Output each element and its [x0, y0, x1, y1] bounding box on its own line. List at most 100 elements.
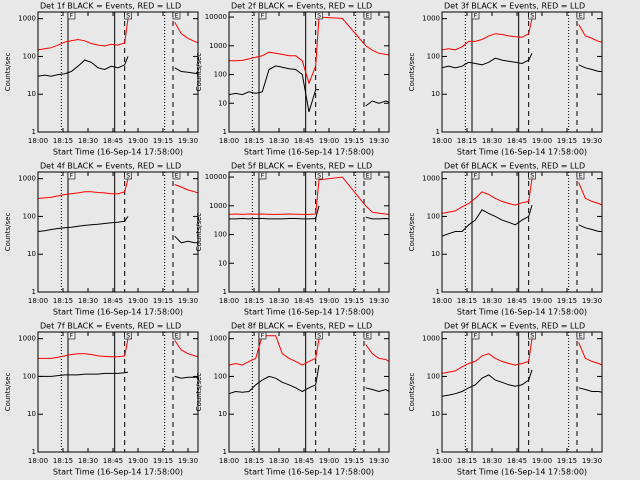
x-tick-label: 18:45 — [103, 297, 123, 305]
plot-frame — [441, 11, 603, 133]
y-tick-label: 1 — [223, 448, 227, 456]
plot-frame — [228, 11, 390, 133]
annotation: E — [175, 173, 179, 180]
annotation: E — [579, 13, 583, 20]
x-tick-label: 18:30 — [78, 457, 98, 465]
x-tick-label: 19:00 — [319, 297, 339, 305]
y-axis-label: Counts/sec — [408, 373, 416, 412]
panel: Det 2f BLACK = Events, RED = LLD Start Ti… — [195, 2, 390, 157]
data-line — [174, 375, 198, 379]
y-tick-label: 10000 — [205, 173, 227, 181]
y-tick-label: 1 — [436, 448, 440, 456]
plot-frame — [228, 171, 390, 293]
annotation: S — [317, 13, 321, 20]
y-tick-label: 1 — [32, 448, 36, 456]
x-tick-label: 18:15 — [53, 457, 73, 465]
y-tick-label: 1 — [436, 288, 440, 296]
annotation: S — [317, 173, 321, 180]
annotation: S — [530, 333, 534, 340]
x-axis-label: Start Time (16-Sep-14 17:58:00) — [53, 148, 183, 157]
plot-frame — [37, 331, 199, 453]
y-axis-label: Counts/sec — [408, 213, 416, 252]
annotation: E — [175, 333, 179, 340]
data-line — [38, 56, 129, 77]
y-tick-label: 1 — [32, 288, 36, 296]
x-tick-label: 19:15 — [557, 297, 577, 305]
x-tick-label: 19:00 — [532, 297, 552, 305]
data-line — [174, 67, 198, 75]
y-tick-label: 100 — [214, 372, 227, 380]
x-tick-label: 19:00 — [128, 297, 148, 305]
chart-title: Det 3f BLACK = Events, RED = LLD — [444, 2, 585, 11]
data-line — [38, 338, 129, 359]
x-tick-label: 19:15 — [557, 137, 577, 145]
x-tick-label: 18:45 — [507, 297, 527, 305]
data-line — [578, 64, 602, 72]
x-tick-label: 18:00 — [432, 137, 452, 145]
y-tick-label: 100 — [214, 231, 227, 239]
x-axis-label: Start Time (16-Sep-14 17:58:00) — [457, 308, 587, 317]
x-axis-label: Start Time (16-Sep-14 17:58:00) — [53, 308, 183, 317]
data-line — [578, 387, 602, 393]
chart-title: Det 6f BLACK = Events, RED = LLD — [444, 162, 585, 171]
x-tick-label: 18:00 — [28, 457, 48, 465]
y-tick-label: 100 — [427, 372, 440, 380]
x-tick-label: 19:30 — [178, 297, 198, 305]
data-line — [229, 335, 320, 366]
y-tick-label: 10 — [218, 99, 227, 107]
chart-title: Det 8f BLACK = Events, RED = LLD — [231, 322, 372, 331]
plot-frame — [441, 171, 603, 293]
x-tick-label: 18:00 — [28, 297, 48, 305]
x-tick-label: 18:15 — [244, 137, 264, 145]
data-line — [365, 344, 389, 362]
y-tick-label: 1000 — [422, 15, 440, 23]
y-tick-label: 10 — [431, 90, 440, 98]
x-tick-label: 19:30 — [369, 297, 389, 305]
annotation: F — [70, 333, 74, 340]
y-tick-label: 1000 — [209, 202, 227, 210]
x-tick-label: 19:30 — [178, 137, 198, 145]
x-tick-label: 19:00 — [128, 137, 148, 145]
y-axis-label: Counts/sec — [4, 213, 12, 252]
y-axis-label: Counts/sec — [408, 53, 416, 92]
data-line — [442, 338, 533, 374]
x-tick-label: 18:15 — [457, 137, 477, 145]
annotation: F — [261, 13, 265, 20]
x-tick-label: 18:15 — [53, 137, 73, 145]
data-line — [229, 16, 389, 85]
y-tick-label: 1 — [223, 288, 227, 296]
x-tick-label: 18:30 — [482, 297, 502, 305]
data-line — [442, 18, 533, 51]
data-line — [229, 176, 389, 215]
data-line — [578, 182, 602, 206]
annotation: F — [70, 13, 74, 20]
plot-data — [442, 178, 602, 237]
panel: Det 9f BLACK = Events, RED = LLD Start Ti… — [408, 322, 603, 477]
y-tick-label: 1 — [223, 128, 227, 136]
x-tick-label: 18:30 — [78, 297, 98, 305]
plot-data — [229, 176, 389, 220]
y-axis-label: Counts/sec — [195, 213, 203, 252]
panel: Det 8f BLACK = Events, RED = LLD Start Ti… — [195, 322, 390, 477]
x-tick-label: 19:30 — [582, 137, 602, 145]
annotation: E — [366, 173, 370, 180]
x-tick-label: 18:00 — [432, 297, 452, 305]
y-tick-label: 100 — [427, 212, 440, 220]
x-tick-label: 19:15 — [153, 297, 173, 305]
annotation: E — [366, 333, 370, 340]
x-tick-label: 18:30 — [269, 137, 289, 145]
annotation: F — [474, 173, 478, 180]
data-line — [38, 18, 129, 51]
plot-frame — [37, 11, 199, 133]
y-tick-label: 100 — [23, 212, 36, 220]
data-line — [174, 22, 198, 44]
data-line — [578, 342, 602, 366]
x-tick-label: 19:30 — [178, 457, 198, 465]
data-line — [38, 216, 129, 232]
x-tick-label: 19:15 — [344, 137, 364, 145]
x-tick-label: 18:00 — [219, 457, 239, 465]
data-line — [365, 387, 389, 393]
y-tick-label: 1000 — [18, 335, 36, 343]
data-line — [365, 100, 389, 107]
plot-data — [442, 338, 602, 397]
